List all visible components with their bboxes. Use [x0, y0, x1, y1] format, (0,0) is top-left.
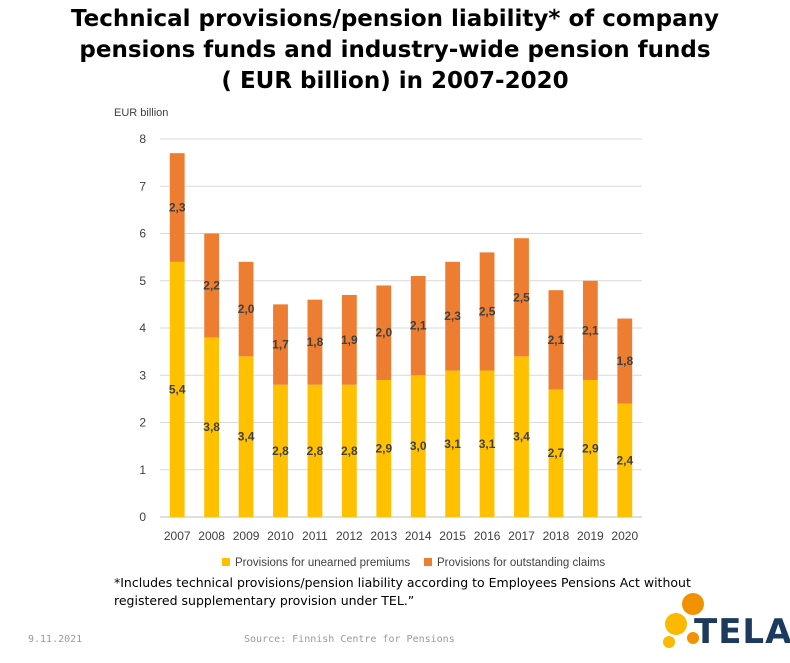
bar-outstanding-claims [617, 318, 633, 404]
bar-unearned-premiums [307, 384, 323, 517]
legend-swatch [424, 558, 432, 566]
data-label: 1,9 [341, 333, 358, 347]
x-tick-label: 2018 [543, 529, 570, 543]
chart-title: Technical provisions/pension liability* … [60, 4, 730, 97]
data-label: 2,3 [444, 309, 461, 323]
bar-unearned-premiums [548, 389, 564, 517]
y-tick-label: 0 [139, 510, 146, 524]
data-label: 3,1 [444, 437, 461, 451]
bar-outstanding-claims [445, 261, 461, 371]
x-tick-label: 2016 [474, 529, 501, 543]
x-tick-label: 2014 [405, 529, 432, 543]
y-tick-label: 6 [139, 227, 146, 241]
bar-unearned-premiums [582, 379, 598, 517]
bar-outstanding-claims [410, 276, 426, 376]
bar-unearned-premiums [204, 337, 220, 517]
x-tick-label: 2009 [233, 529, 260, 543]
data-label: 2,9 [582, 441, 599, 455]
bar-unearned-premiums [273, 384, 288, 517]
y-tick-label: 4 [139, 321, 146, 335]
source-note: Source: Finnish Centre for Pensions [244, 634, 455, 645]
bar-outstanding-claims [204, 233, 220, 338]
data-label: 1,8 [307, 335, 324, 349]
y-tick-label: 5 [139, 274, 146, 288]
title-line-3: ( EUR billion) in 2007-2020 [221, 68, 569, 94]
bar-outstanding-claims [273, 304, 288, 385]
tela-logo-text: TELA [694, 612, 790, 652]
bar-unearned-premiums [514, 356, 529, 517]
bar-outstanding-claims [376, 285, 392, 380]
x-tick-label: 2012 [336, 529, 363, 543]
data-label: 5,4 [169, 382, 186, 396]
title-line-1: Technical provisions/pension liability* … [70, 6, 720, 32]
data-label: 2,2 [203, 278, 220, 292]
data-label: 3,0 [410, 439, 427, 453]
stacked-bar-chart: EUR billion 0 1 2 3 4 5 6 7 8 5,4 2,3 2007 3,8 2,2 2008… [114, 107, 642, 569]
data-label: 2,8 [307, 444, 324, 458]
title-line-2: pensions funds and industry-wide pension… [79, 37, 711, 63]
data-label: 2,0 [238, 302, 255, 316]
x-tick-label: 2010 [267, 529, 294, 543]
x-tick-label: 2017 [508, 529, 535, 543]
bar-unearned-premiums [238, 356, 254, 517]
data-label: 2,3 [169, 201, 186, 215]
data-label: 3,1 [479, 437, 496, 451]
data-label: 2,8 [272, 444, 289, 458]
bar-outstanding-claims [548, 290, 564, 390]
y-tick-label: 2 [139, 416, 146, 430]
bar-outstanding-claims [238, 261, 254, 357]
data-label: 2,5 [479, 304, 496, 318]
footnote-line-1: *Includes technical provisions/pension l… [114, 575, 691, 590]
bar-outstanding-claims [307, 299, 323, 385]
tela-logo-icon [663, 593, 704, 648]
data-label: 2,7 [548, 446, 565, 460]
bar-unearned-premiums [341, 384, 357, 517]
data-label: 2,8 [341, 444, 358, 458]
y-tick-label: 3 [139, 368, 146, 382]
y-tick-label: 7 [139, 179, 146, 193]
footnote-line-2: registered supplementary provision under… [114, 593, 415, 608]
bar-unearned-premiums [376, 379, 392, 517]
y-tick-label: 8 [139, 132, 146, 146]
x-tick-label: 2011 [302, 529, 328, 543]
bar-outstanding-claims [479, 252, 495, 371]
data-label: 2,1 [410, 319, 427, 333]
legend-label: Provisions for outstanding claims [437, 557, 605, 569]
bar-outstanding-claims [514, 238, 529, 357]
data-label: 2,9 [375, 441, 392, 455]
footnote: *Includes technical provisions/pension l… [114, 574, 754, 610]
y-tick-label: 1 [139, 463, 146, 477]
data-label: 2,4 [616, 453, 633, 467]
x-tick-label: 2007 [164, 529, 191, 543]
legend-label: Provisions for unearned premiums [235, 557, 410, 569]
data-label: 1,7 [272, 338, 289, 352]
bar-unearned-premiums [445, 370, 461, 517]
legend-swatch [222, 558, 230, 566]
bar-outstanding-claims [582, 280, 598, 380]
data-label: 2,5 [513, 290, 530, 304]
data-label: 1,8 [616, 354, 633, 368]
data-label: 3,4 [238, 430, 255, 444]
data-label: 2,1 [582, 323, 599, 337]
x-tick-label: 2015 [439, 529, 466, 543]
x-tick-label: 2020 [611, 529, 638, 543]
x-tick-label: 2013 [370, 529, 397, 543]
bar-unearned-premiums [169, 261, 185, 517]
bar-unearned-premiums [410, 375, 426, 517]
bar-outstanding-claims [341, 294, 357, 385]
data-label: 3,8 [203, 420, 220, 434]
data-label: 2,0 [375, 326, 392, 340]
y-axis-title: EUR billion [114, 107, 168, 119]
data-label: 2,1 [548, 333, 565, 347]
bar-outstanding-claims [169, 153, 185, 262]
slide-date: 9.11.2021 [28, 634, 83, 645]
data-label: 3,4 [513, 430, 530, 444]
x-tick-label: 2008 [198, 529, 225, 543]
bar-unearned-premiums [617, 403, 633, 517]
x-tick-label: 2019 [577, 529, 604, 543]
bar-unearned-premiums [479, 370, 495, 517]
